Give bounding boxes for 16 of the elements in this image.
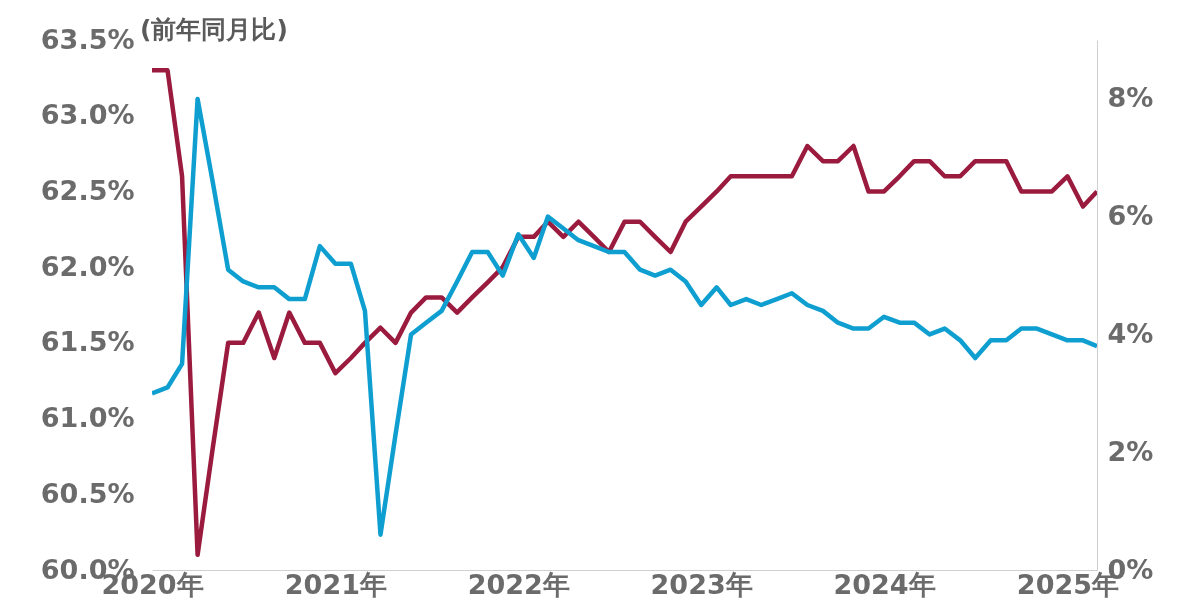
y2-tick-label: 2%	[1107, 435, 1154, 467]
x-tick-label: 2022年	[467, 568, 570, 600]
y2-tick-label: 8%	[1107, 82, 1154, 114]
x-tick-label: 2024年	[833, 568, 936, 600]
y-tick-label: 63.5%	[40, 23, 135, 55]
y2-tick-label: 6%	[1107, 200, 1154, 232]
annotation: (前年同月比)	[140, 15, 288, 44]
x-tick-label: 2023年	[650, 568, 753, 600]
x-tick-label: 2021年	[284, 568, 387, 600]
y-tick-label: 61.0%	[40, 402, 135, 434]
y-tick-label: 60.5%	[40, 477, 135, 509]
y-tick-label: 62.5%	[40, 174, 135, 206]
y-tick-label: 61.5%	[40, 326, 135, 358]
y2-tick-label: 4%	[1107, 317, 1154, 349]
y-tick-label: 63.0%	[40, 99, 135, 131]
y-tick-label: 62.0%	[40, 250, 135, 282]
